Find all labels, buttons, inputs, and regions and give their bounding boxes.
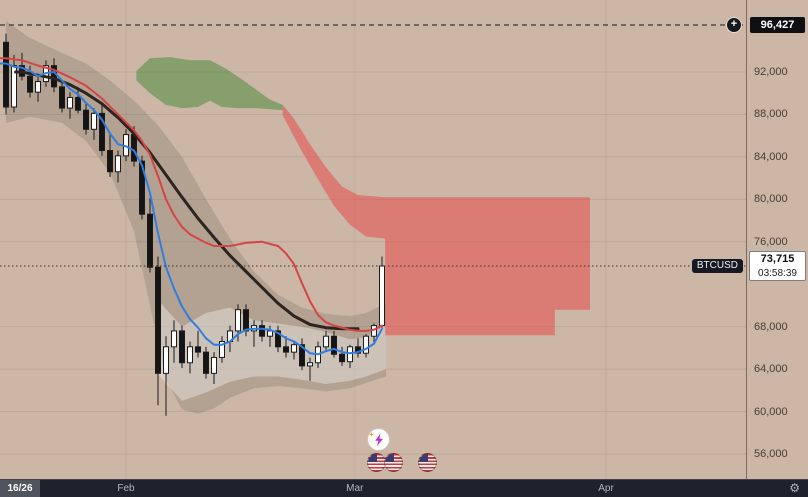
bar-replay-counter-badge: 16/26 [0,480,40,497]
candlestick-chart[interactable] [0,0,746,479]
price-tick-label: 68,000 [754,320,788,333]
lightning-event-sticker[interactable] [367,428,390,451]
price-tick-label: 64,000 [754,363,788,376]
current-price-value: 73,715 [760,253,795,266]
current-price-badge: 73,715 03:58:39 [749,251,806,282]
price-tick-label: 80,000 [754,193,788,206]
sparkle-icon [369,432,374,437]
time-axis[interactable]: 16/26 ⚙ Feb Mar Apr [0,479,808,497]
price-tick-label: 88,000 [754,108,788,121]
us-flag-event-sticker[interactable] [418,453,437,472]
price-tick-label: 76,000 [754,235,788,248]
time-tick-label: Feb [117,483,135,494]
price-axis[interactable]: 96,427 73,715 03:58:39 92,000 88,000 84,00… [746,0,808,479]
axis-settings-gear-icon[interactable]: ⚙ [789,481,800,495]
price-tick-label: 56,000 [754,447,788,460]
add-alert-plus-icon[interactable]: + [726,17,742,34]
alert-price-badge: 96,427 [750,17,805,34]
time-tick-label: Apr [598,483,614,494]
chart-area[interactable]: BTCUSD + [0,0,746,479]
us-flag-event-sticker[interactable] [384,453,403,472]
price-tick-label: 92,000 [754,66,788,78]
price-tick-label: 84,000 [754,150,788,163]
symbol-price-label: BTCUSD [691,259,743,274]
bar-countdown-timer: 03:58:39 [758,268,797,280]
lightning-bolt-icon [374,433,383,446]
time-tick-label: Mar [346,483,364,494]
price-tick-label: 60,000 [754,405,788,418]
